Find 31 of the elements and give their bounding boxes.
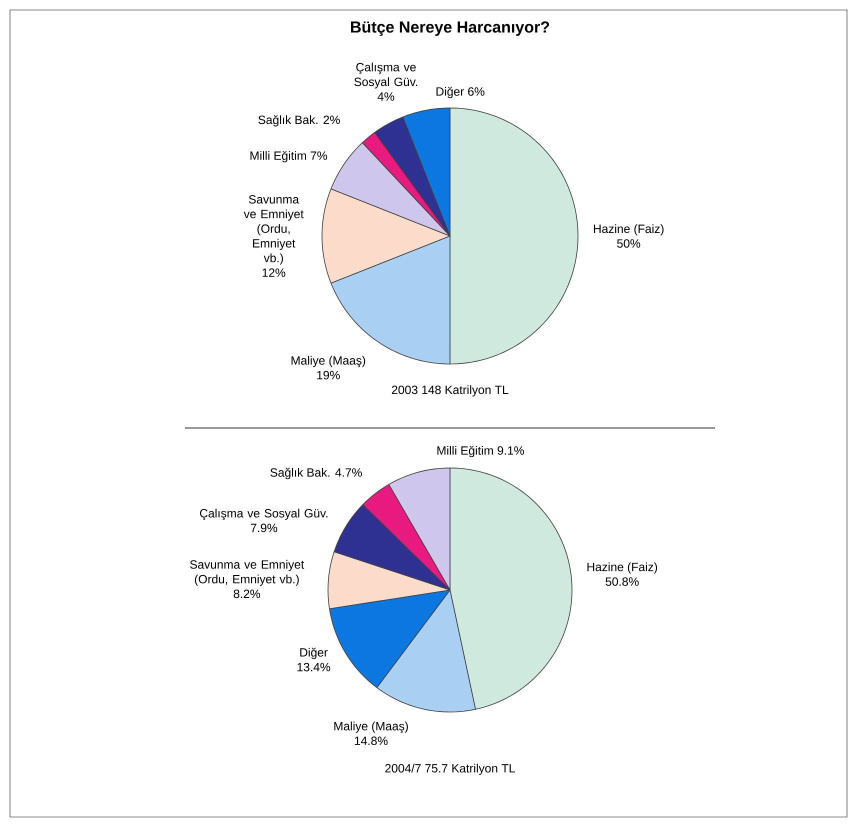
slice-label: Milli Eğitim: [437, 446, 493, 458]
slice-label: Savunma ve Emniyet (Ordu, Emniyet vb.): [244, 195, 304, 265]
slice-label: Maliye (Maaş): [334, 722, 408, 733]
data-label: 14.8%: [354, 736, 388, 746]
data-label: 50.8%: [606, 577, 639, 586]
slice-label: Milli Eğitim: [250, 150, 306, 162]
slice-label: Savunma ve Emniyet (Ordu, Emniyet vb.): [190, 560, 304, 586]
data-label: 12%: [262, 268, 286, 277]
data-label: 9.1%: [498, 446, 524, 455]
slice-label: Çalışma ve Sosyal Güv.: [200, 508, 328, 520]
text: 2003 148 Katrilyon TL: [392, 385, 508, 396]
data-label: 19%: [317, 370, 340, 380]
data-label: 8.2%: [234, 590, 260, 598]
data-label: 6%: [468, 87, 484, 96]
data-label: 4.7%: [335, 468, 362, 477]
slice-label: Çalışma ve Sosyal Güv.: [354, 62, 418, 88]
chart-title: Bütçe Nereye Harcanıyor?: [351, 21, 550, 36]
slice-label: Hazine (Faiz): [587, 562, 658, 574]
data-label: 7.9%: [250, 524, 278, 532]
data-label: 4%: [378, 92, 394, 101]
text: 2004/7 75.7 Katrilyon TL: [385, 764, 515, 775]
slice-label: Sağlık Bak.: [270, 468, 330, 480]
slice-label: Diğer: [436, 86, 464, 98]
data-label: 50%: [617, 239, 640, 248]
data-label: 13.4%: [298, 662, 330, 672]
slice-label: Maliye (Maaş): [292, 356, 366, 368]
slice-label: Diğer: [300, 648, 328, 660]
slice-label: Sağlık Bak.: [258, 115, 318, 126]
data-label: 7%: [310, 151, 328, 160]
data-label: 2%: [324, 116, 340, 124]
slice-label: Hazine (Faiz): [594, 224, 664, 236]
